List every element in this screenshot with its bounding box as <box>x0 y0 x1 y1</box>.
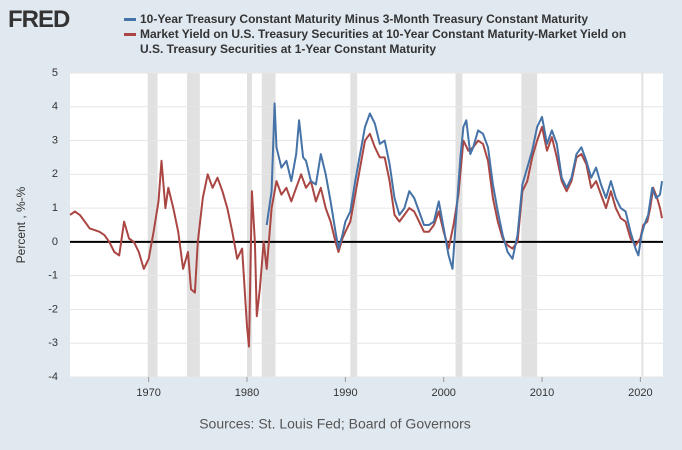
series-line <box>265 102 663 270</box>
recession-band <box>350 73 358 377</box>
y-tick-label: 0 <box>52 236 58 248</box>
x-tick-label: 1980 <box>235 387 259 399</box>
legend-swatch <box>124 33 136 36</box>
legend-swatch <box>124 18 136 21</box>
legend-entry: Market Yield on U.S. Treasury Securities… <box>124 27 644 57</box>
legend-entry: 10-Year Treasury Constant Maturity Minus… <box>124 12 644 27</box>
recession-band <box>455 73 463 377</box>
logo: FRED <box>8 6 70 33</box>
legend-label: 10-Year Treasury Constant Maturity Minus… <box>140 12 589 26</box>
y-tick-label: 5 <box>52 67 58 79</box>
series-line <box>69 126 663 348</box>
recession-band <box>247 73 252 377</box>
legend-label: Market Yield on U.S. Treasury Securities… <box>140 27 627 56</box>
x-tick-label: 2020 <box>628 387 652 399</box>
plot-area <box>70 73 663 377</box>
y-tick-label: -3 <box>48 337 58 349</box>
recession-band <box>147 73 158 377</box>
x-tick-label: 2000 <box>431 387 455 399</box>
source: Sources: St. Louis Fed; Board of Governo… <box>199 416 471 432</box>
recession-band <box>521 73 538 377</box>
y-tick-label: 1 <box>52 202 58 214</box>
y-axis-label: Percent , %-% <box>14 186 28 263</box>
y-tick-label: -2 <box>48 303 58 315</box>
y-tick-label: -4 <box>48 371 58 383</box>
y-tick-label: 3 <box>52 134 58 146</box>
y-tick-label: 2 <box>52 168 58 180</box>
y-tick-label: 4 <box>52 101 58 113</box>
recession-band <box>187 73 200 377</box>
x-tick-label: 1970 <box>136 387 160 399</box>
x-tick-label: 2010 <box>530 387 554 399</box>
x-tick-label: 1990 <box>333 387 357 399</box>
y-tick-label: -1 <box>48 270 58 282</box>
legend: 10-Year Treasury Constant Maturity Minus… <box>124 12 644 57</box>
